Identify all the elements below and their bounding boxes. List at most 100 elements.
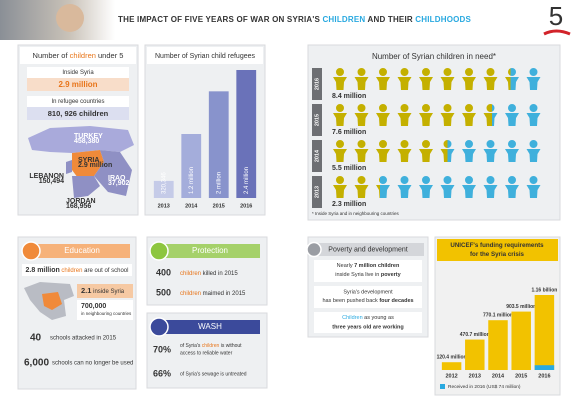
fact-number: 700,000 [81, 303, 106, 310]
row-label: 2016 [314, 78, 320, 90]
map-jordan [72, 176, 100, 198]
panel-title: Number of children under 5 [33, 51, 124, 60]
box [314, 260, 422, 282]
fact: 2.1 inside Syria [81, 286, 125, 295]
fact-part: inside Syria live in [335, 272, 381, 278]
icon-in-need [397, 68, 412, 90]
fact-number: 70% [153, 344, 171, 354]
bar-label: 470.7 million [460, 332, 490, 338]
chart-title: Number of Syrian children in need* [372, 52, 496, 61]
bar-label: 1.2 million [189, 167, 195, 194]
icon-in-need [333, 176, 347, 198]
bar-label: 2 million [216, 172, 222, 194]
icon-remaining [440, 176, 455, 198]
x-tick-label: 2012 [445, 373, 457, 379]
value: 2.9 million [58, 80, 97, 89]
box [27, 67, 129, 78]
icon-in-need [333, 104, 347, 126]
label: In refugee countries [51, 99, 104, 105]
fact-text: schools can no longer be used [52, 361, 133, 367]
fact-part: 2.8 million [26, 267, 60, 274]
bar [236, 70, 257, 198]
fact-part: inside Syria [91, 289, 124, 295]
fact: 2.8 million children are out of school [26, 267, 129, 274]
bar-label: 903.5 million [506, 304, 536, 310]
logo: 5 [549, 1, 563, 31]
icon-remaining [526, 68, 541, 90]
icon-in-need [397, 104, 412, 126]
row-label: 2015 [314, 114, 320, 126]
section-band [162, 320, 260, 334]
fact-part: Nearly [337, 263, 354, 269]
panel-title-bg [147, 47, 263, 64]
fact-part: killed in 2015 [201, 271, 238, 277]
icon-in-need [397, 140, 412, 162]
title-part: CHILDREN [322, 15, 365, 24]
chart-title: UNICEF's funding requirements [450, 242, 544, 249]
section-band [34, 244, 130, 258]
fact-part: as young as [363, 315, 394, 321]
map-syria [72, 150, 104, 178]
fact: children killed in 2015 [180, 271, 238, 277]
fact-number: 500 [156, 287, 171, 297]
icon-remaining [462, 140, 476, 162]
title-part: children [70, 51, 96, 60]
section-icon [306, 241, 322, 258]
icon-in-need [440, 68, 455, 90]
box [314, 312, 422, 333]
chart-title: Number of Syrian child refugees [155, 53, 255, 60]
icon-in-need [333, 140, 347, 162]
value-label: 5.5 million [332, 165, 366, 172]
year-strip [312, 176, 322, 208]
icon-remaining [483, 176, 498, 198]
icon-in-need [354, 104, 369, 126]
icon-in-need [419, 140, 433, 162]
bar [181, 134, 202, 198]
map-iraq [94, 150, 132, 196]
panel-title-bg [20, 47, 136, 64]
title-part: Number of [33, 51, 70, 60]
map-label: IRAQ [108, 175, 126, 182]
value-label: 8.4 million [332, 93, 366, 100]
photo-face [56, 4, 84, 32]
box [27, 107, 129, 120]
icon-in-need [440, 104, 455, 126]
box [77, 284, 133, 298]
map-label: LEBANON [29, 173, 64, 180]
fact: inside Syria live in poverty [335, 272, 401, 278]
section-band [316, 243, 424, 256]
box [77, 300, 133, 320]
fact-part: children [180, 291, 201, 297]
box [314, 286, 422, 308]
label: Inside Syria [62, 70, 94, 76]
fact-text: Syria's development [343, 289, 393, 295]
map-syria [42, 292, 62, 310]
section-icon [149, 241, 169, 261]
x-tick-label: 2013 [158, 203, 170, 209]
icon-in-need [376, 140, 390, 162]
year-strip [312, 140, 322, 172]
map-label: SYRIA [78, 157, 99, 164]
value: 810, 926 children [48, 109, 109, 118]
bar-label: 1.16 billion [531, 287, 557, 293]
year-strip [312, 104, 322, 136]
fact: Nearly 7 million children [337, 263, 400, 269]
fact-part: 7 million children [354, 263, 400, 269]
icon-in-need [505, 68, 519, 90]
x-tick-label: 2014 [185, 203, 198, 209]
icon-remaining [526, 176, 541, 198]
map-label: 150,494 [39, 178, 64, 185]
fact-part: poverty [381, 272, 402, 278]
fact-part: children [180, 271, 201, 277]
map-label: 2.9 million [78, 162, 112, 169]
fact-part: are out of school [82, 268, 128, 274]
icon-in-need [376, 68, 390, 90]
icon-remaining [526, 104, 541, 126]
icon-in-need [462, 68, 476, 90]
section-icon [149, 317, 169, 337]
value-label: 7.6 million [332, 129, 366, 136]
legend-swatch [440, 384, 445, 389]
icon-in-need [354, 140, 369, 162]
section-title: Poverty and development [328, 246, 407, 253]
